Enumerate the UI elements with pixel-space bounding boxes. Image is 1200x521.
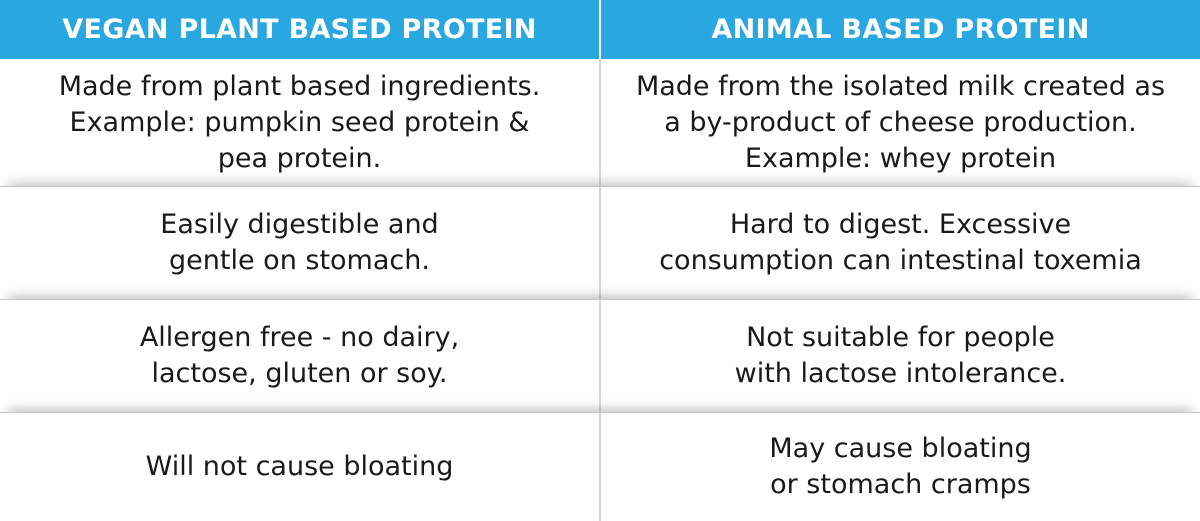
column-divider [599, 299, 601, 412]
table-header: VEGAN PLANT BASED PROTEIN ANIMAL BASED P… [0, 0, 1200, 59]
table-row: Easily digestible and gentle on stomach.… [0, 186, 1200, 299]
column-divider [599, 186, 601, 299]
header-animal-protein: ANIMAL BASED PROTEIN [711, 14, 1090, 45]
vegan-cell: Easily digestible and gentle on stomach. [160, 208, 439, 276]
animal-cell: Made from the isolated milk created as a… [635, 70, 1166, 174]
table-body: Made from plant based ingredients. Examp… [0, 59, 1200, 521]
table-row: Made from plant based ingredients. Examp… [0, 59, 1200, 186]
vegan-cell: Will not cause bloating [145, 450, 454, 482]
row-separator [0, 412, 1200, 413]
table-row: Allergen free - no dairy, lactose, glute… [0, 299, 1200, 412]
row-separator [0, 299, 1200, 300]
animal-cell: Not suitable for people with lactose int… [734, 321, 1067, 389]
column-divider [599, 59, 601, 186]
header-vegan-protein: VEGAN PLANT BASED PROTEIN [62, 14, 537, 45]
header-divider [599, 0, 601, 59]
animal-cell: May cause bloating or stomach cramps [769, 432, 1032, 500]
column-divider [599, 412, 601, 521]
table-row: Will not cause bloating May cause bloati… [0, 412, 1200, 521]
vegan-cell: Made from plant based ingredients. Examp… [58, 70, 541, 174]
animal-cell: Hard to digest. Excessive consumption ca… [659, 208, 1142, 276]
vegan-cell: Allergen free - no dairy, lactose, glute… [139, 321, 460, 389]
row-separator [0, 186, 1200, 187]
